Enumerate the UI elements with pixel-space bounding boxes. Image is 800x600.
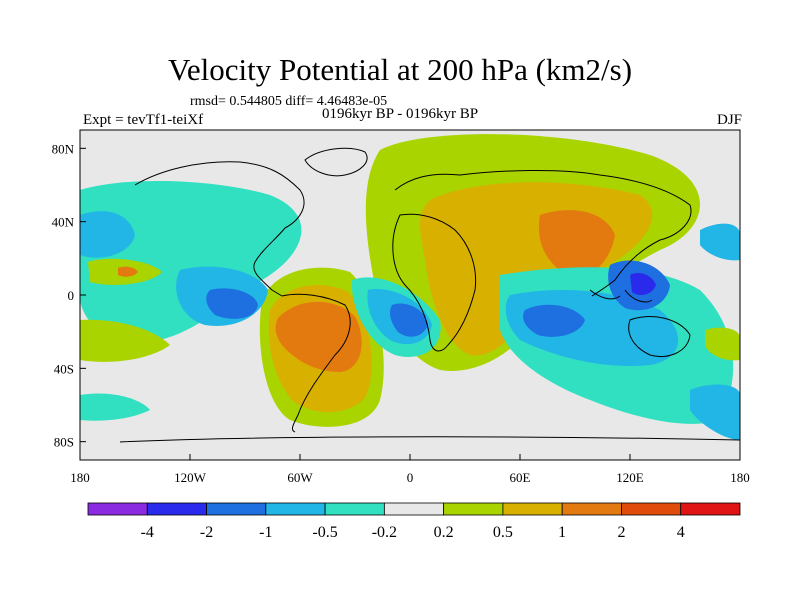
colorbar-label: -1 [259,524,272,541]
lon-tick-label: 180 [730,470,750,485]
cyan-npacific-region [80,211,135,258]
aqua-west-region [80,180,302,343]
season-label: DJF [716,112,742,128]
blue-satlantic-core [390,303,428,337]
colorbar-swatch [383,502,445,516]
colorbar-swatch [502,502,563,516]
lat-tick-label: 40N [52,215,75,230]
lon-tick-label: 60E [510,470,531,485]
lon-tick-label: 120E [616,470,644,485]
colorbar-swatch [680,502,741,516]
contour-fields [80,130,740,460]
colorbar-label: 0.5 [493,524,513,541]
coast-south-america [281,293,351,433]
colorbar-label: -0.5 [312,524,337,541]
colorbar-label: -0.2 [372,524,397,541]
orange-small-spot [118,266,138,277]
green-spacific-region [80,319,170,362]
colorbar-swatch [324,502,385,516]
period-label: 0196kyr BP - 0196kyr BP [321,106,479,122]
lat-tick-label: 0 [68,288,75,303]
coast-greenland [304,147,368,177]
darkblue-maritime-core [630,273,656,296]
colorbar-swatch [561,502,622,516]
colorbar-swatch [206,502,267,516]
colorbar-swatch [621,502,682,516]
colorbar-swatch [265,502,326,516]
colorbar: -4 -2 -1 -0.5 -0.2 0.2 0.5 1 2 4 [87,502,741,541]
orange-asia-region [538,210,615,278]
colorbar-swatch [443,502,504,516]
lon-tick-label: 180 [70,470,90,485]
longitude-axis: 180 120W 60W 0 60E 120E 180 [70,454,750,485]
coast-north-america [134,161,305,297]
coast-australia [628,316,691,357]
blue-epacific-core [206,288,258,319]
colorbar-swatch [146,502,207,516]
lat-tick-label: 80S [54,435,74,450]
colorbar-label: -2 [200,524,213,541]
colorbar-label: 1 [558,524,566,541]
lon-tick-label: 0 [407,470,414,485]
coast-africa [392,213,477,352]
plot-title: Velocity Potential at 200 hPa (km2/s) [167,52,633,87]
coast-indonesia [589,289,653,303]
colorbar-label: 2 [617,524,625,541]
lon-tick-label: 120W [174,470,207,485]
experiment-label: Expt = tevTf1-teiXf [83,112,204,128]
coast-eurasia [394,170,692,297]
blue-indian-core [523,304,585,337]
lat-tick-label: 80N [52,141,75,156]
colorbar-label: 4 [677,524,685,541]
coastlines [119,147,740,443]
lat-tick-label: 40S [54,361,74,376]
cyan-dateline-region [700,223,740,261]
colorbar-label: -4 [141,524,154,541]
colorbar-label: 0.2 [434,524,454,541]
latitude-axis: 80N 40N 0 40S 80S [52,141,86,450]
stats-label: rmsd= 0.544805 diff= 4.46483e-05 [190,94,388,109]
cyan-southern-region [690,384,740,440]
colorbar-swatch [87,502,148,516]
orange-samerica-region [275,301,362,372]
aqua-spacific-region [80,393,150,421]
coast-antarctica [119,436,740,443]
lon-tick-label: 60W [287,470,313,485]
green-dateline-region [705,327,740,361]
